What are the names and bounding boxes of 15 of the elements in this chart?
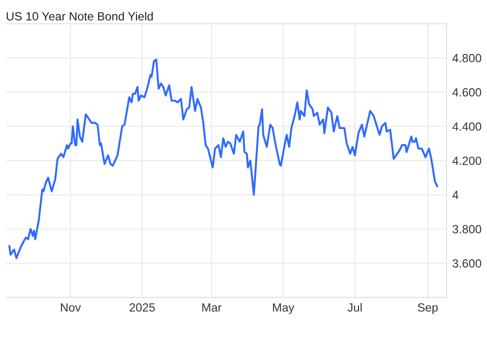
y-tick-label: 4.200 bbox=[452, 156, 482, 165]
x-tick-label: Jul bbox=[348, 302, 362, 312]
x-tick-label: Nov bbox=[60, 303, 81, 312]
y-tick-label: 4.400 bbox=[452, 122, 482, 131]
y-tick-label: 4.800 bbox=[452, 54, 482, 62]
line-series bbox=[8, 58, 438, 260]
y-tick-label: 3.800 bbox=[452, 225, 482, 234]
x-tick-label: Sep bbox=[418, 303, 438, 314]
y-tick-label: 4.600 bbox=[452, 88, 482, 96]
y-tick-label: 4 bbox=[452, 190, 458, 200]
x-tick-label: May bbox=[273, 303, 294, 314]
y-tick-label: 3.600 bbox=[452, 259, 482, 268]
chart-title: US 10 Year Note Bond Yield bbox=[6, 12, 153, 20]
x-tick-label: Mar bbox=[202, 303, 222, 312]
x-tick-label: 2025 bbox=[130, 303, 155, 312]
